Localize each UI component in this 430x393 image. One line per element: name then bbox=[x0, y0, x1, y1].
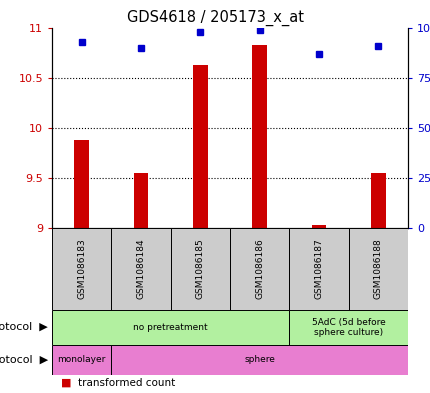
Bar bbox=[289, 310, 407, 345]
Bar bbox=[348, 228, 407, 310]
Text: no pretreatment: no pretreatment bbox=[133, 323, 208, 332]
Bar bbox=[52, 228, 111, 310]
Bar bbox=[193, 65, 207, 228]
Bar bbox=[170, 228, 230, 310]
Bar bbox=[289, 228, 348, 310]
Text: GSM1086186: GSM1086186 bbox=[255, 239, 264, 299]
Text: monolayer: monolayer bbox=[57, 356, 106, 364]
Bar bbox=[111, 345, 407, 375]
Bar bbox=[370, 173, 385, 228]
Text: ■: ■ bbox=[61, 378, 71, 388]
Text: GSM1086188: GSM1086188 bbox=[373, 239, 382, 299]
Bar bbox=[111, 228, 170, 310]
Bar bbox=[230, 228, 289, 310]
Text: growth protocol  ▶: growth protocol ▶ bbox=[0, 355, 48, 365]
Text: GSM1086185: GSM1086185 bbox=[195, 239, 204, 299]
Bar bbox=[133, 173, 148, 228]
Text: transformed count: transformed count bbox=[78, 378, 175, 388]
Text: GDS4618 / 205173_x_at: GDS4618 / 205173_x_at bbox=[127, 10, 303, 26]
Text: GSM1086187: GSM1086187 bbox=[314, 239, 323, 299]
Bar bbox=[74, 140, 89, 228]
Bar bbox=[311, 225, 326, 228]
Text: GSM1086184: GSM1086184 bbox=[136, 239, 145, 299]
Bar bbox=[52, 310, 289, 345]
Text: sphere: sphere bbox=[244, 356, 274, 364]
Text: protocol  ▶: protocol ▶ bbox=[0, 323, 48, 332]
Text: GSM1086183: GSM1086183 bbox=[77, 239, 86, 299]
Text: 5AdC (5d before
sphere culture): 5AdC (5d before sphere culture) bbox=[311, 318, 385, 337]
Bar bbox=[52, 345, 111, 375]
Bar bbox=[252, 45, 267, 228]
